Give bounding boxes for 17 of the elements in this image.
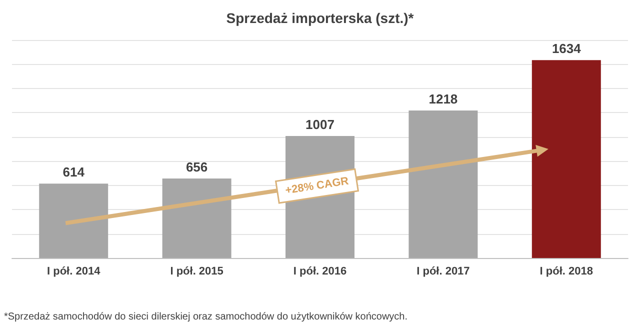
bar <box>39 184 108 258</box>
x-tick-label: I pół. 2015 <box>170 266 224 278</box>
x-tick-label: I pół. 2017 <box>416 266 470 278</box>
data-label: 1007 <box>306 117 334 132</box>
data-label: 656 <box>186 160 208 175</box>
x-tick-label: I pół. 2016 <box>293 266 347 278</box>
data-label: 614 <box>62 164 86 180</box>
bar <box>162 178 232 258</box>
data-label: 1218 <box>428 91 458 106</box>
bar <box>532 60 601 258</box>
x-tick-label: I pół. 2018 <box>540 266 593 278</box>
data-label: 1634 <box>552 41 582 56</box>
bar <box>408 110 478 258</box>
annotation: +28% CAGR <box>284 175 350 197</box>
chart-title: Sprzedaż importerska (szt.)* <box>226 10 414 26</box>
text: *Sprzedaż samochodów do sieci dilerskiej oraz samochodów do użytkowników końcowych. <box>4 312 408 322</box>
x-tick-label: I pół. 2014 <box>47 266 102 278</box>
